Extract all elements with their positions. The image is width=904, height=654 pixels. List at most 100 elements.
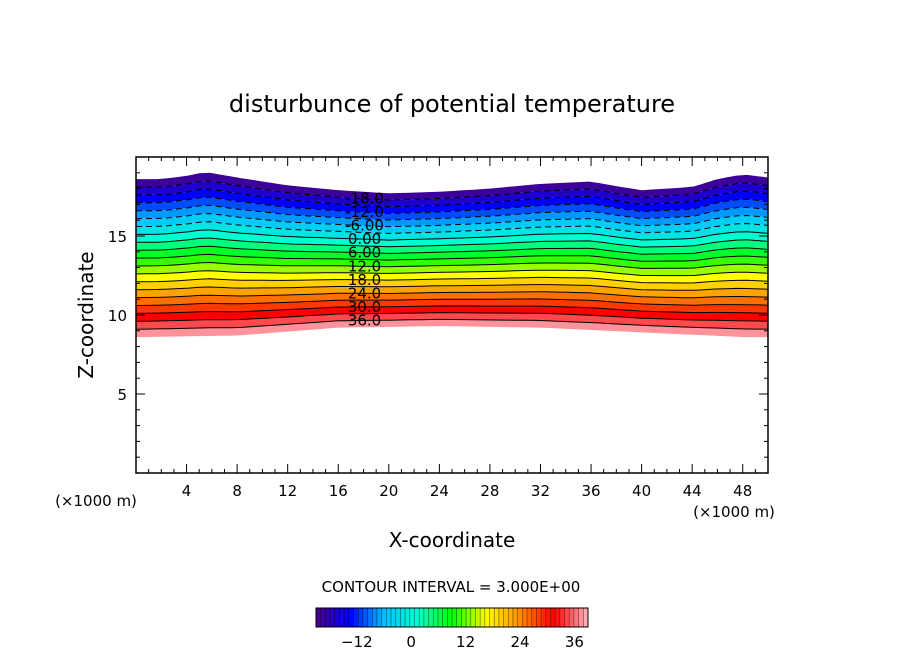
colorbar-cell <box>442 608 448 627</box>
colorbar-cell <box>573 608 579 627</box>
colorbar-cell <box>466 608 472 627</box>
colorbar-cell <box>334 608 340 627</box>
contour-line <box>136 269 768 277</box>
contour-line <box>136 213 768 228</box>
contour-label: 18.0 <box>348 271 381 289</box>
contour-label: 6.00 <box>348 244 381 262</box>
colorbar-cell <box>569 608 575 627</box>
colorbar-tick-label: 0 <box>406 633 416 651</box>
colorbar-cell <box>381 608 387 627</box>
colorbar-cell <box>414 608 420 627</box>
colorbar-cell <box>391 608 397 627</box>
contour-line <box>136 276 768 284</box>
x-tick-label: 16 <box>329 482 348 500</box>
colorbar-frame <box>315 607 589 628</box>
contour-label: -12.0 <box>345 203 384 221</box>
x-tick-label: 20 <box>379 482 398 500</box>
colorbar-cell <box>475 608 481 627</box>
x-tick-label: 12 <box>278 482 297 500</box>
colorbar-cell <box>362 608 368 627</box>
colorbar-cell <box>494 608 500 627</box>
colorbar-cell <box>400 608 406 627</box>
y-tick-label: 10 <box>108 307 127 325</box>
contour-labels: -18.0-12.0-6.000.006.0012.018.024.030.03… <box>345 190 384 330</box>
contour-band <box>136 180 768 207</box>
colorbar-cell <box>517 608 523 627</box>
contour-line <box>136 298 768 306</box>
colorbar-cell <box>395 608 401 627</box>
colorbar-cell <box>583 608 589 627</box>
contour-label: -6.00 <box>345 217 384 235</box>
y-tick-label: 15 <box>108 228 127 246</box>
colorbar-cell <box>452 608 457 627</box>
x-tick-label: 48 <box>733 482 752 500</box>
colorbar-cell <box>419 608 425 627</box>
colorbar <box>316 608 589 627</box>
colorbar-cell <box>480 608 486 627</box>
colorbar-cell <box>330 608 336 627</box>
colorbar-cell <box>447 608 453 627</box>
contour-lines <box>136 180 768 330</box>
contour-band <box>136 197 768 220</box>
x-tick-label: 32 <box>531 482 550 500</box>
contour-band <box>136 172 768 200</box>
colorbar-cell <box>564 608 570 627</box>
contour-band <box>136 221 768 241</box>
colorbar-cell <box>498 608 504 627</box>
colorbar-cell <box>344 608 350 627</box>
x-axis-label: X-coordinate <box>389 528 516 552</box>
contour-label: 36.0 <box>348 311 381 329</box>
colorbar-cell <box>555 608 561 627</box>
colorbar-cell <box>428 608 434 627</box>
contour-line <box>136 291 768 299</box>
colorbar-cell <box>409 608 415 627</box>
colorbar-cell <box>376 608 382 627</box>
contour-line <box>136 318 768 330</box>
x-tick-label: 24 <box>430 482 449 500</box>
contour-line <box>136 204 768 221</box>
colorbar-cell <box>531 608 537 627</box>
colorbar-cell <box>522 608 528 627</box>
colorbar-cell <box>325 608 331 627</box>
x-unit-right: (×1000 m) <box>693 503 775 521</box>
x-tick-label: 28 <box>480 482 499 500</box>
colorbar-tick-label: −12 <box>341 633 373 651</box>
colorbar-cell <box>484 608 490 627</box>
y-tick-labels: 5 10 15 <box>108 228 127 404</box>
colorbar-cell <box>423 608 429 627</box>
colorbar-cell <box>550 608 556 627</box>
contour-line <box>136 312 768 322</box>
x-tick-label: 8 <box>232 482 242 500</box>
colorbar-cell <box>353 608 359 627</box>
contour-line <box>136 229 768 241</box>
colorbar-tick-label: 36 <box>565 633 584 651</box>
contour-bands <box>136 172 768 338</box>
colorbar-cell <box>559 608 565 627</box>
colorbar-tick-label: 24 <box>510 633 529 651</box>
colorbar-cell <box>372 608 378 627</box>
axis-ticks <box>136 157 768 473</box>
colorbar-cell <box>512 608 518 627</box>
contour-label: 0.00 <box>348 230 381 248</box>
contour-line <box>136 196 768 214</box>
colorbar-tick-label: 12 <box>456 633 475 651</box>
colorbar-cell <box>405 608 411 627</box>
contour-line <box>136 305 768 314</box>
colorbar-cell <box>578 608 584 627</box>
x-tick-label: 4 <box>182 482 192 500</box>
colorbar-cell <box>456 608 462 627</box>
contour-line <box>136 261 768 269</box>
colorbar-cell <box>527 608 533 627</box>
colorbar-cell <box>320 608 326 627</box>
colorbar-cell <box>545 608 551 627</box>
contour-label: 30.0 <box>348 298 381 316</box>
contour-label: 24.0 <box>348 284 381 302</box>
colorbar-cell <box>541 608 547 627</box>
colorbar-cell <box>367 608 373 627</box>
colorbar-cell <box>536 608 542 627</box>
colorbar-tick-labels: −12 0 12 24 36 <box>341 633 584 651</box>
x-unit-left: (×1000 m) <box>55 492 137 510</box>
colorbar-cell <box>437 608 443 627</box>
colorbar-cell <box>339 608 345 627</box>
contour-label: 12.0 <box>348 257 381 275</box>
